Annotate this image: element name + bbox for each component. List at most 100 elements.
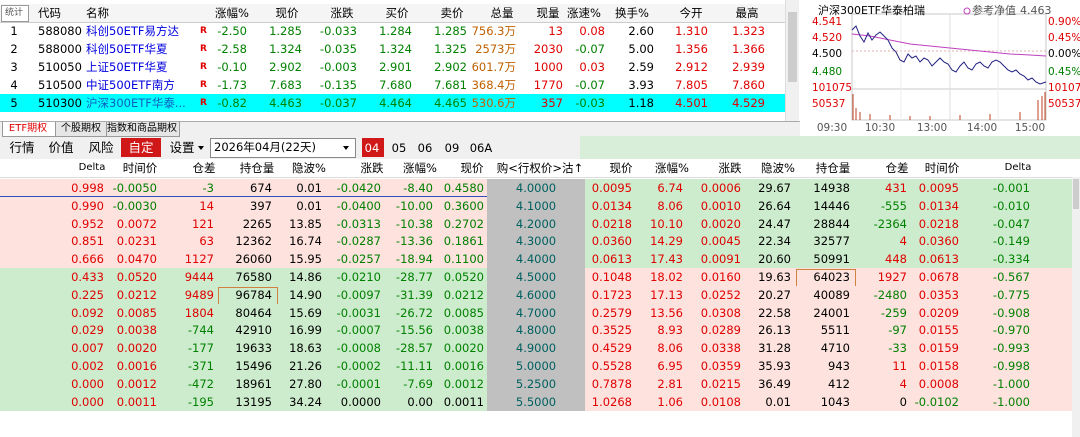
put-cell-bg bbox=[585, 357, 1072, 375]
cell: 7.681 bbox=[434, 78, 467, 92]
cell: -0.0400 bbox=[336, 198, 381, 213]
cell: 1127 bbox=[184, 252, 214, 267]
expiry-value[interactable]: 2026年04月(22天) bbox=[214, 140, 317, 154]
cell: R bbox=[200, 62, 207, 72]
scroll-thumb[interactable] bbox=[788, 12, 797, 82]
cell: -0.149 bbox=[992, 234, 1030, 249]
put-cell-bg bbox=[585, 285, 1072, 304]
month-button[interactable]: 05 bbox=[391, 141, 407, 155]
tab-label[interactable]: ETF期权 bbox=[8, 123, 48, 134]
minichart-bg bbox=[800, 0, 1080, 136]
expiry-select[interactable] bbox=[210, 138, 356, 158]
column-header: 总量 bbox=[490, 6, 514, 20]
cell: 0.0209 bbox=[918, 305, 959, 320]
security-name: 科创50ETF易方达 bbox=[86, 24, 180, 38]
axis-label: 0.45% bbox=[1048, 32, 1080, 44]
cell: 0.225 bbox=[71, 287, 104, 302]
cell: -18.94 bbox=[395, 252, 433, 267]
call-cell-bg bbox=[0, 339, 487, 358]
cell: 1.323 bbox=[732, 24, 765, 38]
cell: 510500 bbox=[38, 78, 82, 92]
tab-label[interactable]: 指数和商品期权 bbox=[107, 123, 177, 134]
cell: 18.63 bbox=[289, 341, 322, 356]
cell: 0.3525 bbox=[591, 323, 632, 338]
cell: 2.59 bbox=[628, 60, 654, 74]
cell: -13.36 bbox=[395, 234, 433, 249]
strike-price: 4.3000 bbox=[515, 234, 557, 249]
month-button[interactable]: 09 bbox=[444, 141, 460, 155]
month-button[interactable]: 04 bbox=[364, 141, 380, 155]
cell: 0.4580 bbox=[443, 181, 484, 195]
cell: 0.0308 bbox=[700, 305, 741, 320]
strike-price: 4.9000 bbox=[515, 341, 557, 356]
cell: -10.00 bbox=[395, 198, 433, 213]
cell: 15.95 bbox=[289, 252, 322, 267]
cell: -0.07 bbox=[575, 78, 605, 92]
cell: 2573万 bbox=[475, 42, 516, 56]
cell: 0.0010 bbox=[700, 198, 741, 213]
cell: 4 bbox=[899, 234, 907, 249]
put-cell-bg bbox=[585, 250, 1072, 269]
active-button[interactable] bbox=[121, 138, 161, 157]
cell: -26.72 bbox=[395, 305, 433, 320]
cell: -0.998 bbox=[992, 359, 1030, 373]
cell: -177 bbox=[187, 341, 214, 356]
column-header: 今开 bbox=[679, 6, 703, 20]
column-header: Delta bbox=[78, 162, 106, 173]
cell: -1.000 bbox=[992, 376, 1030, 391]
cell: 0.0020 bbox=[443, 341, 484, 356]
cell: 80464 bbox=[235, 305, 272, 320]
cell: 0.01 bbox=[765, 394, 791, 409]
cell: -744 bbox=[187, 323, 214, 338]
cell: R bbox=[200, 98, 207, 108]
cell: 0.0215 bbox=[700, 376, 741, 391]
cell: 24001 bbox=[813, 305, 850, 320]
put-cell-bg bbox=[585, 268, 1072, 286]
cell: 12362 bbox=[235, 234, 272, 249]
cell: 0.0613 bbox=[591, 252, 632, 267]
cell: 588080 bbox=[38, 24, 82, 38]
strike-price: 5.0000 bbox=[515, 359, 557, 373]
cell: 1.325 bbox=[434, 42, 467, 56]
toolbar-button[interactable]: 风险 bbox=[88, 140, 114, 155]
month-button[interactable]: 06 bbox=[417, 141, 433, 155]
cell: 0.0012 bbox=[116, 376, 157, 391]
cell: 0.1723 bbox=[591, 287, 632, 302]
cell: 4.501 bbox=[675, 96, 708, 110]
cell: 14.29 bbox=[650, 234, 683, 249]
selected-row[interactable] bbox=[0, 94, 785, 112]
call-cell-bg bbox=[0, 196, 487, 215]
cell: 16.99 bbox=[289, 323, 322, 338]
cell: -0.0420 bbox=[336, 181, 381, 195]
cell: 1.366 bbox=[732, 42, 765, 56]
cell: 17.43 bbox=[650, 252, 683, 267]
cell: 431 bbox=[885, 181, 907, 195]
cell: 19.63 bbox=[758, 270, 791, 284]
cell: -15.56 bbox=[395, 323, 433, 338]
call-cell-bg bbox=[0, 357, 487, 375]
cell: -0.775 bbox=[992, 287, 1030, 302]
scroll-thumb[interactable] bbox=[1073, 179, 1079, 209]
cell: -0.0030 bbox=[112, 198, 157, 213]
active-month[interactable] bbox=[362, 138, 384, 157]
toolbar-button[interactable]: 行情 bbox=[9, 140, 35, 155]
legend-value: 4.463 bbox=[1020, 4, 1052, 17]
cell: -0.0097 bbox=[336, 287, 381, 302]
toolbar-button[interactable]: 自定 bbox=[128, 140, 154, 155]
toolbar-button[interactable]: 设置 bbox=[169, 140, 195, 155]
select-arrow bbox=[343, 146, 349, 150]
cell: -0.0002 bbox=[336, 359, 381, 373]
cell: 4 bbox=[899, 376, 907, 391]
call-cell-bg bbox=[0, 214, 487, 233]
cell: -2.50 bbox=[217, 24, 247, 38]
tab[interactable] bbox=[106, 122, 180, 137]
toolbar-button[interactable]: 价值 bbox=[48, 140, 74, 155]
cell: 1.324 bbox=[269, 42, 302, 56]
cell: 0.0091 bbox=[700, 252, 741, 267]
cell: -0.908 bbox=[992, 305, 1030, 320]
cell: -0.82 bbox=[217, 96, 247, 110]
tab-label[interactable]: 个股期权 bbox=[61, 123, 101, 134]
chart-title: 沪深300ETF华泰柏瑞 bbox=[818, 4, 925, 17]
cell: 1.285 bbox=[269, 24, 302, 38]
month-button[interactable]: 06A bbox=[469, 141, 493, 155]
